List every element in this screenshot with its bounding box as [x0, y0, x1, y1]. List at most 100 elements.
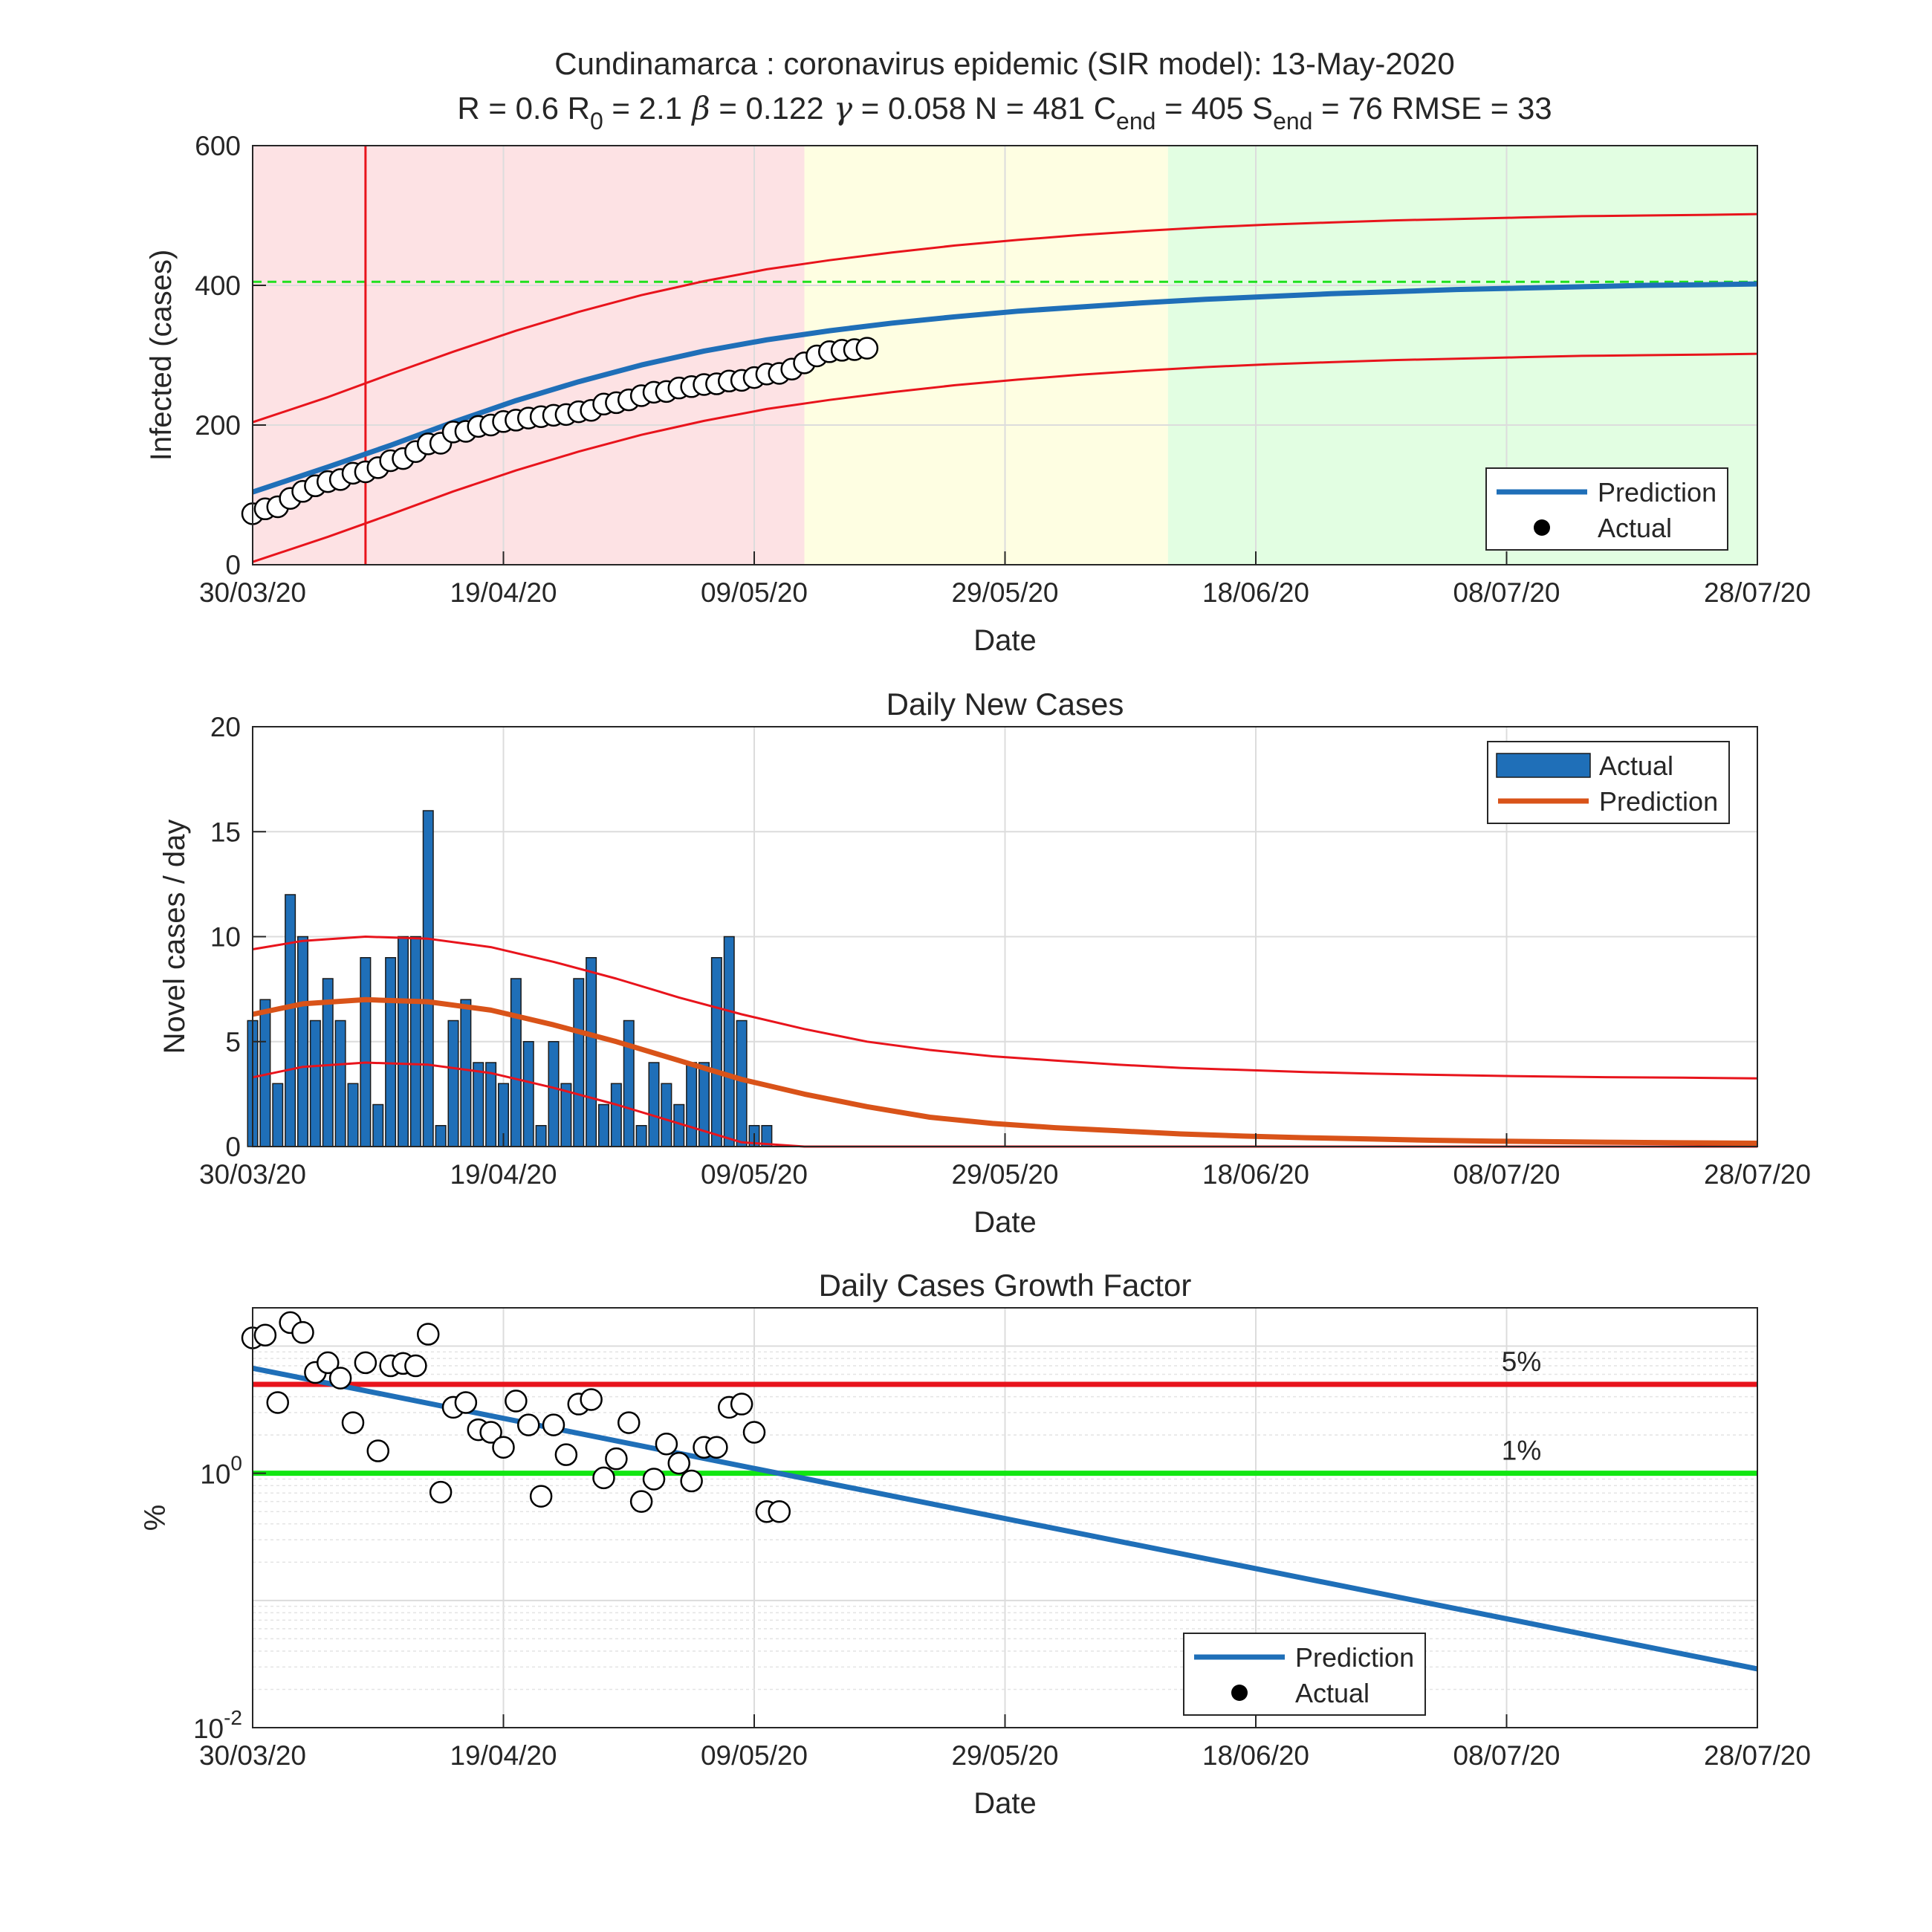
bar — [398, 936, 409, 1147]
bar — [485, 1062, 497, 1147]
bar — [698, 1062, 710, 1147]
legend-swatch — [1496, 753, 1591, 778]
phase-band — [253, 146, 805, 565]
x-tick-label: 30/03/20 — [199, 577, 306, 608]
bar — [297, 936, 308, 1147]
legend-label: Prediction — [1295, 1642, 1414, 1673]
x-axis-label: Date — [973, 1206, 1037, 1239]
y-tick-label: 100 — [200, 1452, 242, 1490]
actual-point — [680, 1469, 703, 1493]
legend: Prediction Actual — [1485, 467, 1728, 551]
bar — [710, 957, 722, 1147]
actual-point — [629, 1490, 653, 1513]
legend: Actual Prediction — [1487, 741, 1730, 824]
bar — [309, 1020, 321, 1147]
param-value: 0.6 — [516, 91, 559, 126]
x-tick-label: 28/07/20 — [1704, 577, 1811, 608]
bar — [510, 978, 522, 1147]
param-subscript: 0 — [590, 108, 603, 134]
prediction-line — [251, 281, 1758, 495]
y-tick-label: 0 — [225, 550, 241, 580]
legend-label: Prediction — [1598, 477, 1717, 508]
x-axis-label: Date — [973, 624, 1037, 657]
actual-point — [529, 1485, 553, 1508]
x-tick-label: 19/04/20 — [450, 577, 557, 608]
reference-line-label: 5% — [1502, 1346, 1541, 1377]
y-tick-label: 15 — [210, 817, 241, 847]
actual-point — [642, 1468, 666, 1491]
y-tick-label: 10 — [210, 922, 241, 953]
x-tick-label: 30/03/20 — [199, 1159, 306, 1190]
y-tick-label: 20 — [210, 712, 241, 742]
bar — [648, 1062, 660, 1147]
bound-line — [252, 936, 1758, 1080]
x-tick-label: 28/07/20 — [1704, 1159, 1811, 1190]
bar — [723, 936, 735, 1147]
bar — [473, 1062, 484, 1147]
actual-point — [855, 337, 879, 360]
x-tick-label: 09/05/20 — [701, 577, 808, 608]
actual-point — [742, 1421, 766, 1444]
bar — [610, 1083, 622, 1147]
x-tick-label: 30/03/20 — [199, 1740, 306, 1771]
legend-marker — [1534, 519, 1550, 536]
param-value: 481 — [1033, 91, 1085, 126]
panel-1: 30/03/20 19/04/20 09/05/20 29/05/20 18/06/20… — [145, 131, 1811, 657]
actual-point — [317, 1351, 340, 1375]
legend-label: Actual — [1599, 751, 1673, 781]
actual-point — [291, 1320, 314, 1344]
actual-point — [479, 1421, 502, 1444]
bound-line — [252, 352, 1758, 563]
bar — [598, 1103, 609, 1147]
x-tick-label: 08/07/20 — [1453, 577, 1560, 608]
param-name: β — [682, 90, 710, 126]
y-tick-label: 0 — [225, 1132, 241, 1162]
prediction-line — [252, 1365, 1758, 1672]
bar — [435, 1125, 447, 1147]
actual-point — [417, 1323, 440, 1346]
legend-label: Actual — [1295, 1678, 1369, 1708]
x-tick-label: 28/07/20 — [1704, 1740, 1811, 1771]
actual-point — [542, 1413, 565, 1436]
actual-point — [492, 1436, 515, 1459]
y-tick-label: 10-2 — [193, 1706, 242, 1744]
param-name: S — [1243, 91, 1273, 126]
actual-point — [617, 1411, 641, 1434]
actual-point — [655, 1432, 678, 1456]
actual-point — [253, 1323, 277, 1346]
legend: Prediction Actual — [1183, 1633, 1426, 1716]
actual-point — [266, 1391, 289, 1414]
figure-parameters: R = 0.6 R0 = 2.1 β = 0.122 γ = 0.058 N =… — [457, 90, 1552, 134]
x-tick-label: 18/06/20 — [1202, 1740, 1309, 1771]
actual-point — [554, 1443, 578, 1466]
actual-point — [605, 1447, 628, 1471]
bar — [347, 1083, 359, 1147]
y-axis-label: % — [139, 1505, 172, 1531]
x-tick-label: 09/05/20 — [701, 1159, 808, 1190]
actual-point — [354, 1351, 377, 1375]
panel-title: Daily Cases Growth Factor — [819, 1268, 1192, 1303]
actual-point — [366, 1439, 389, 1462]
x-tick-label: 08/07/20 — [1453, 1740, 1560, 1771]
prediction-line — [252, 996, 1758, 1146]
param-value: 405 — [1191, 91, 1243, 126]
bar — [460, 999, 472, 1147]
actual-point — [328, 1367, 352, 1390]
x-tick-label: 09/05/20 — [701, 1740, 808, 1771]
bar — [272, 1083, 284, 1147]
actual-point — [705, 1436, 728, 1459]
param-name: RMSE — [1383, 91, 1482, 126]
y-axis-label: Infected (cases) — [145, 250, 178, 461]
bar — [661, 1083, 672, 1147]
bar — [548, 1041, 560, 1147]
param-value: 2.1 — [639, 91, 682, 126]
x-tick-label: 29/05/20 — [951, 1159, 1058, 1190]
y-tick-label: 5 — [225, 1027, 241, 1057]
legend-box — [1183, 1633, 1426, 1716]
bound-line — [252, 213, 1758, 424]
legend-label: Prediction — [1599, 786, 1718, 817]
bar — [635, 1125, 647, 1147]
x-tick-label: 29/05/20 — [951, 1740, 1058, 1771]
actual-point — [454, 1391, 478, 1414]
